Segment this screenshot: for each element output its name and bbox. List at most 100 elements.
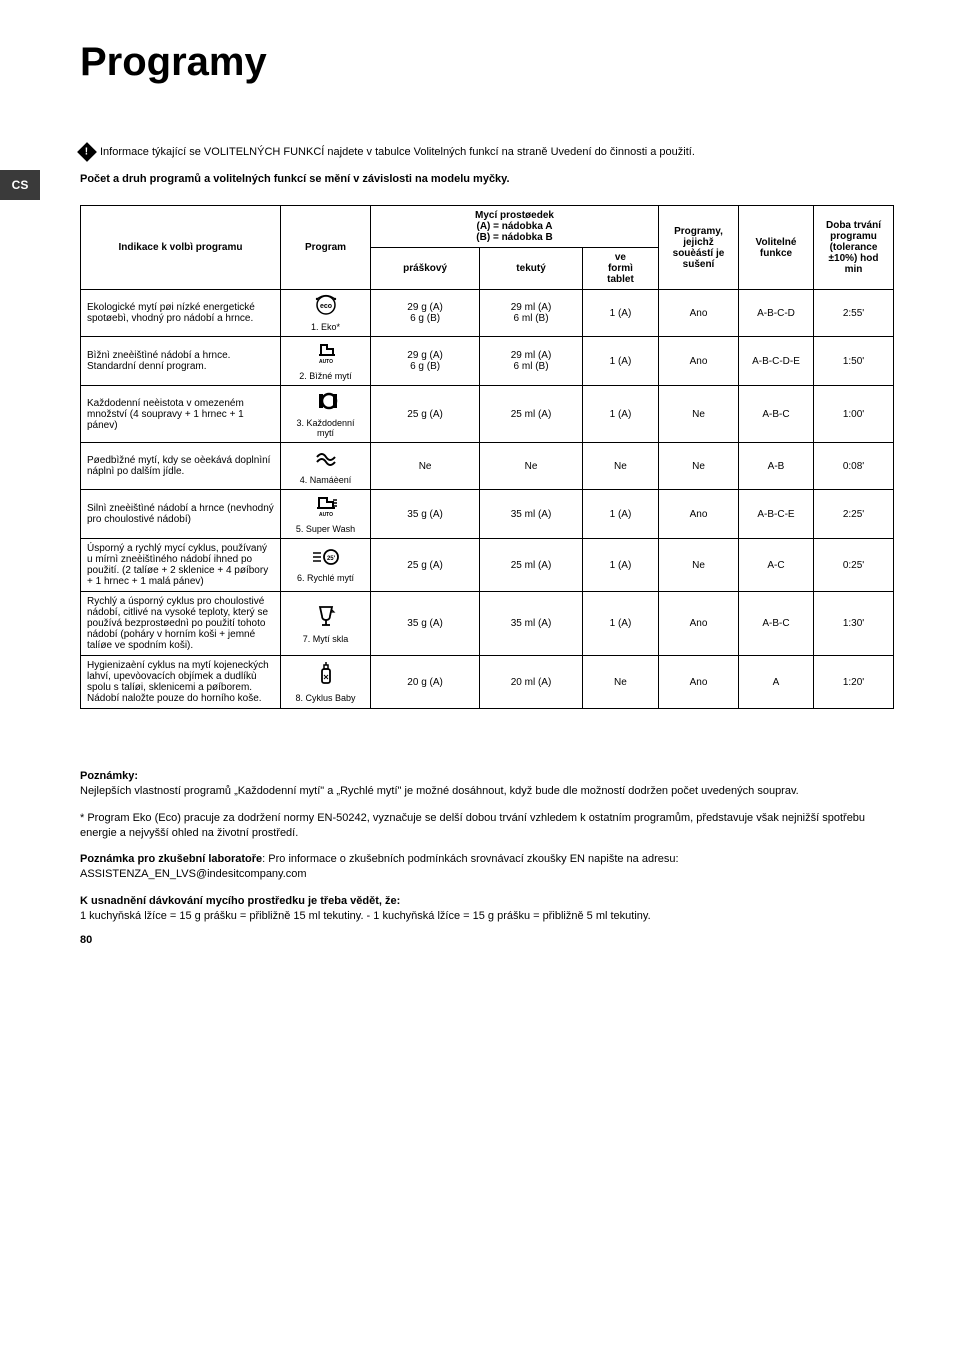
cell-options: A-B-C-E [739, 490, 814, 539]
notes-p4-heading: K usnadnění dávkování mycího prostředku … [80, 895, 400, 907]
cell-liquid: 25 ml (A) [480, 386, 583, 443]
program-label: 5. Super Wash [296, 524, 355, 534]
cell-indication: Hygienizaèní cyklus na mytí kojeneckých … [81, 656, 281, 709]
cell-duration: 0:25' [814, 539, 894, 592]
cell-options: A-B-C [739, 592, 814, 656]
program-label: 1. Eko* [311, 322, 340, 332]
cell-drying: Ano [659, 290, 739, 337]
language-tab: CS [0, 170, 40, 200]
cell-liquid: 35 ml (A) [480, 592, 583, 656]
program-icon: AUTO [313, 494, 339, 521]
cell-drying: Ne [659, 539, 739, 592]
cell-drying: Ano [659, 490, 739, 539]
cell-program: 4. Namáèení [281, 443, 371, 490]
program-label: 6. Rychlé mytí [297, 573, 354, 583]
cell-drying: Ne [659, 443, 739, 490]
cell-indication: Každodenní neèistota v omezeném množství… [81, 386, 281, 443]
cell-tablet: 1 (A) [582, 490, 658, 539]
th-tablet: ve formì tablet [582, 248, 658, 290]
cell-options: A-B-C [739, 386, 814, 443]
cell-powder: Ne [371, 443, 480, 490]
cell-powder: 35 g (A) [371, 592, 480, 656]
th-liquid: tekutý [480, 248, 583, 290]
program-label: 4. Namáèení [300, 475, 352, 485]
main-content: ! Informace týkající se VOLITELNÝCH FUNK… [80, 145, 894, 924]
cell-program: AUTO 2. Bìžné mytí [281, 337, 371, 386]
program-label: 3. Každodenní mytí [287, 418, 364, 438]
cell-liquid: 20 ml (A) [480, 656, 583, 709]
cell-drying: Ano [659, 337, 739, 386]
program-label: 2. Bìžné mytí [299, 371, 352, 381]
cell-program: 25' 6. Rychlé mytí [281, 539, 371, 592]
cell-program: 3. Každodenní mytí [281, 386, 371, 443]
program-icon [313, 390, 339, 415]
th-powder: práškový [371, 248, 480, 290]
cell-indication: Ekologické mytí pøi nízké energetické sp… [81, 290, 281, 337]
cell-powder: 29 g (A) 6 g (B) [371, 337, 480, 386]
program-icon: eco [313, 294, 339, 319]
th-indication: Indikace k volbì programu [81, 206, 281, 290]
page-number: 80 [80, 934, 92, 946]
subheading: Počet a druh programů a volitelných funk… [80, 173, 894, 185]
svg-text:eco: eco [319, 303, 331, 310]
table-row: Silnì zneèištìné nádobí a hrnce (nevhodn… [81, 490, 894, 539]
program-icon [313, 447, 339, 472]
cell-tablet: Ne [582, 656, 658, 709]
cell-drying: Ano [659, 592, 739, 656]
notes-p1: Nejlepších vlastností programů „Každoden… [80, 785, 799, 797]
cell-powder: 35 g (A) [371, 490, 480, 539]
notes-p3-head: Poznámka pro zkušební laboratoře [80, 853, 262, 865]
cell-liquid: 29 ml (A) 6 ml (B) [480, 337, 583, 386]
info-line: ! Informace týkající se VOLITELNÝCH FUNK… [80, 145, 894, 159]
page-title: Programy [80, 40, 894, 85]
cell-indication: Úsporný a rychlý mycí cyklus, používaný … [81, 539, 281, 592]
cell-duration: 2:25' [814, 490, 894, 539]
cell-duration: 1:20' [814, 656, 894, 709]
cell-tablet: 1 (A) [582, 386, 658, 443]
notes-p4: 1 kuchyňská lžíce = 15 g prášku = přibli… [80, 910, 651, 922]
program-icon: AUTO [313, 341, 339, 368]
th-duration: Doba trvání programu (tolerance ±10%) ho… [814, 206, 894, 290]
info-icon: ! [77, 142, 97, 162]
program-icon [314, 604, 338, 631]
cell-liquid: Ne [480, 443, 583, 490]
cell-indication: Bìžnì zneèištìné nádobí a hrnce. Standar… [81, 337, 281, 386]
info-text: Informace týkající se VOLITELNÝCH FUNKCÍ… [100, 146, 695, 158]
table-row: Pøedbìžné mytí, kdy se oèekává doplnìní … [81, 443, 894, 490]
cell-program: AUTO 5. Super Wash [281, 490, 371, 539]
table-row: Ekologické mytí pøi nízké energetické sp… [81, 290, 894, 337]
programs-table: Indikace k volbì programu Program Mycí p… [80, 205, 894, 709]
cell-powder: 20 g (A) [371, 656, 480, 709]
cell-liquid: 35 ml (A) [480, 490, 583, 539]
svg-text:AUTO: AUTO [318, 359, 332, 365]
th-options: Volitelné funkce [739, 206, 814, 290]
cell-indication: Silnì zneèištìné nádobí a hrnce (nevhodn… [81, 490, 281, 539]
cell-liquid: 29 ml (A) 6 ml (B) [480, 290, 583, 337]
cell-tablet: 1 (A) [582, 539, 658, 592]
cell-powder: 25 g (A) [371, 539, 480, 592]
cell-drying: Ano [659, 656, 739, 709]
th-drying: Programy, jejichž souèástí je sušení [659, 206, 739, 290]
table-row: Rychlý a úsporný cyklus pro choulostivé … [81, 592, 894, 656]
cell-duration: 1:50' [814, 337, 894, 386]
cell-options: A [739, 656, 814, 709]
cell-tablet: 1 (A) [582, 290, 658, 337]
th-detergent-group: Mycí prostøedek (A) = nádobka A (B) = ná… [371, 206, 659, 248]
svg-text:AUTO: AUTO [318, 512, 332, 518]
cell-indication: Rychlý a úsporný cyklus pro choulostivé … [81, 592, 281, 656]
program-icon: 25' [311, 547, 341, 570]
table-row: Každodenní neèistota v omezeném množství… [81, 386, 894, 443]
cell-duration: 1:00' [814, 386, 894, 443]
cell-tablet: 1 (A) [582, 592, 658, 656]
svg-text:25': 25' [326, 556, 335, 562]
cell-drying: Ne [659, 386, 739, 443]
cell-options: A-C [739, 539, 814, 592]
cell-powder: 25 g (A) [371, 386, 480, 443]
cell-tablet: 1 (A) [582, 337, 658, 386]
cell-program: 8. Cyklus Baby [281, 656, 371, 709]
cell-program: 7. Mytí skla [281, 592, 371, 656]
cell-indication: Pøedbìžné mytí, kdy se oèekává doplnìní … [81, 443, 281, 490]
program-label: 7. Mytí skla [303, 634, 349, 644]
notes-p2: * Program Eko (Eco) pracuje za dodržení … [80, 811, 894, 841]
table-row: Hygienizaèní cyklus na mytí kojeneckých … [81, 656, 894, 709]
